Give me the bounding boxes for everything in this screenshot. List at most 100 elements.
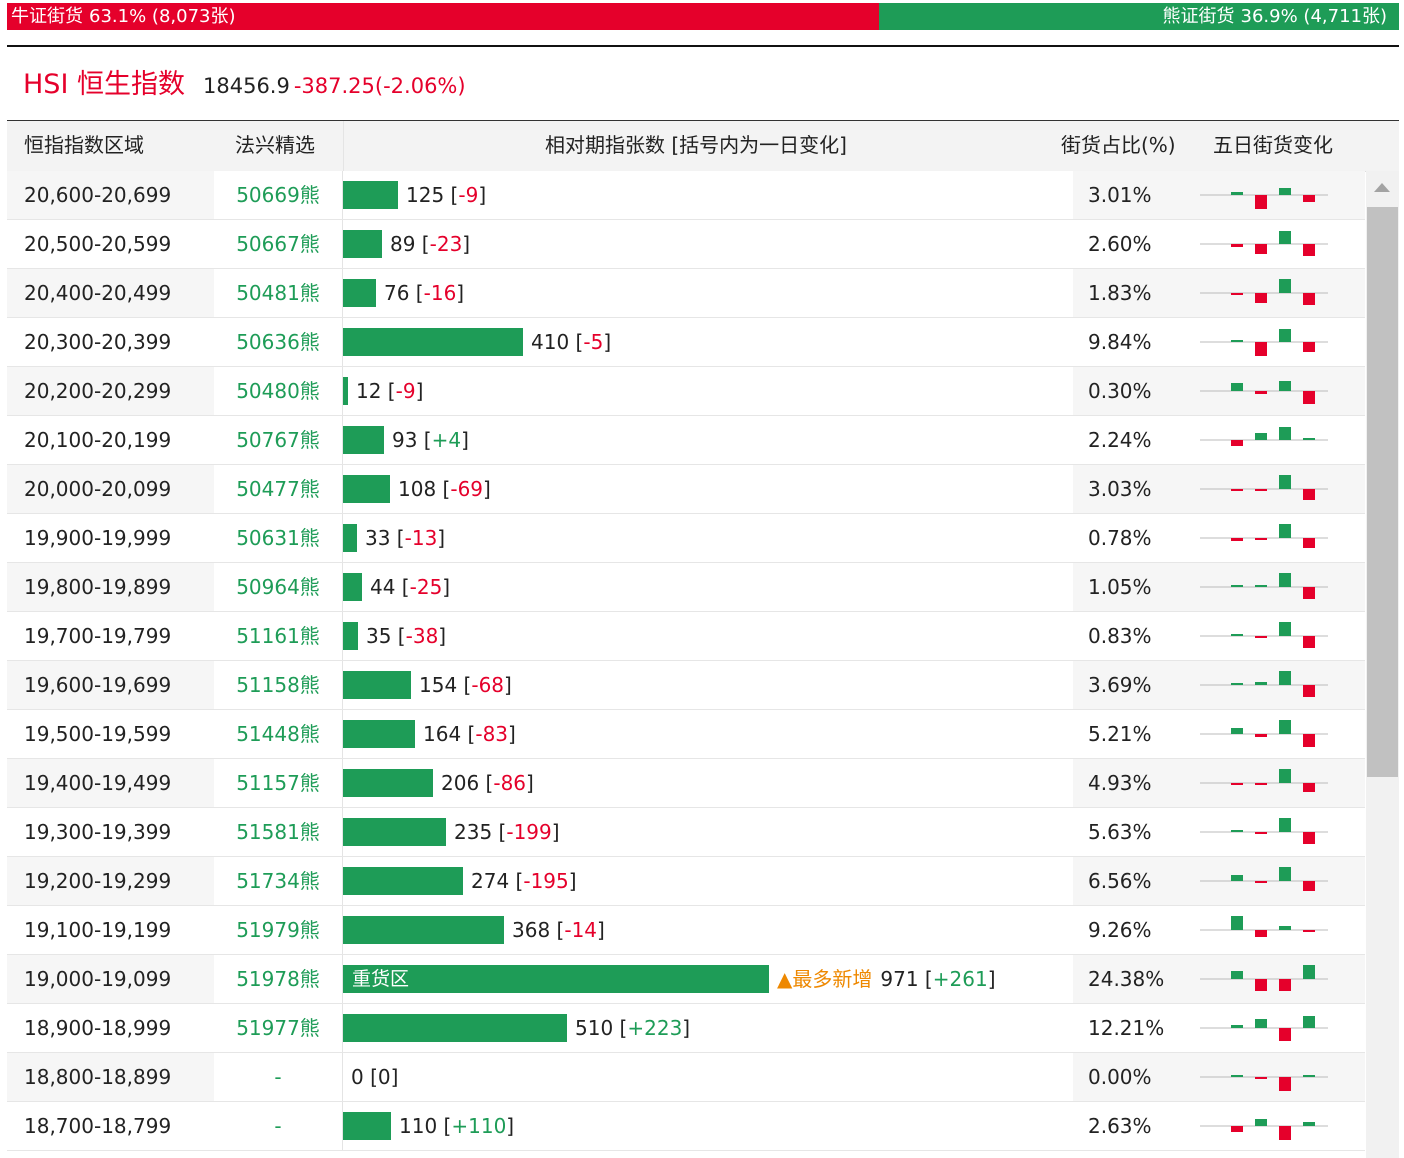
five-day-bar (1231, 1075, 1243, 1077)
share-cell: 1.83% (1088, 281, 1152, 305)
table-row: 18,900-18,999 51977熊 510 [+223] 12.21% (7, 1004, 1365, 1053)
five-day-bar (1255, 1077, 1267, 1079)
share-cell: 4.93% (1088, 771, 1152, 795)
count-value: 235 (454, 820, 493, 844)
pick-link: - (214, 1102, 342, 1150)
pick-link[interactable]: 50480熊 (214, 367, 342, 415)
range-cell: 19,100-19,199 (24, 918, 172, 942)
pick-link[interactable]: 51581熊 (214, 808, 342, 856)
five-day-bar (1303, 1016, 1315, 1028)
five-day-bar (1303, 342, 1315, 352)
pick-link[interactable]: 51734熊 (214, 857, 342, 905)
pick-link[interactable]: 50636熊 (214, 318, 342, 366)
daily-change-value: +261 (932, 967, 988, 991)
five-day-bar (1255, 1119, 1267, 1126)
pick-link[interactable]: 51158熊 (214, 661, 342, 709)
count-value: 35 (366, 624, 392, 648)
pick-link[interactable]: 51448熊 (214, 710, 342, 758)
five-day-bar (1303, 965, 1315, 979)
five-day-bar (1231, 192, 1243, 195)
five-day-chart-svg (1200, 475, 1328, 500)
count-bar-cell: 重货区 ▲最多新增 971 [+261] (342, 955, 1073, 1003)
five-day-chart-svg (1200, 1075, 1328, 1091)
count-bar: 重货区 (343, 965, 769, 993)
five-day-chart (1200, 269, 1328, 317)
pick-link[interactable]: 51978熊 (214, 955, 342, 1003)
count-label: 125 [-9] (406, 183, 487, 207)
bear-label: 熊证街货 (1162, 6, 1235, 27)
table-row: 20,600-20,699 50669熊 125 [-9] 3.01% (7, 171, 1365, 220)
five-day-bar (1303, 881, 1315, 891)
five-day-bar (1255, 832, 1267, 834)
count-label: 368 [-14] (512, 918, 605, 942)
five-day-bar (1255, 391, 1267, 394)
five-day-bar (1279, 329, 1291, 342)
five-day-chart-svg (1200, 965, 1328, 991)
five-day-bar (1279, 671, 1291, 685)
count-value: 510 (575, 1016, 614, 1040)
five-day-bar (1231, 440, 1243, 446)
pick-link: - (214, 1053, 342, 1101)
table-row: 19,400-19,499 51157熊 206 [-86] 4.93% (7, 759, 1365, 808)
scroll-up-arrow-icon[interactable] (1374, 183, 1390, 192)
scroll-thumb[interactable] (1367, 207, 1398, 777)
pick-link[interactable]: 50481熊 (214, 269, 342, 317)
five-day-bar (1231, 538, 1243, 541)
five-day-bar (1303, 587, 1315, 599)
five-day-chart-svg (1200, 279, 1328, 305)
five-day-bar (1279, 188, 1291, 195)
count-bar (343, 573, 362, 601)
bull-percent: 63.1% (89, 6, 147, 27)
bear-percent: 36.9% (1240, 6, 1298, 27)
header-range: 恒指指数区域 (24, 133, 144, 157)
count-bar (343, 230, 382, 258)
five-day-chart (1200, 710, 1328, 758)
daily-change-value: -23 (429, 232, 463, 256)
pick-link[interactable]: 51157熊 (214, 759, 342, 807)
count-value: 93 (392, 428, 418, 452)
count-label: 44 [-25] (370, 575, 451, 599)
five-day-bar (1231, 728, 1243, 734)
count-bar-cell: 0 [0] (342, 1053, 1073, 1101)
scrollbar[interactable] (1366, 171, 1399, 1158)
five-day-bar (1303, 930, 1315, 932)
pick-link[interactable]: 50477熊 (214, 465, 342, 513)
five-day-bar (1279, 1028, 1291, 1041)
index-title[interactable]: HSI 恒生指数 (23, 69, 185, 100)
five-day-chart-svg (1200, 231, 1328, 256)
count-bar (343, 426, 384, 454)
header-chart: 相对期指张数 [括号内为一日变化] (343, 121, 1048, 171)
table-body: 20,600-20,699 50669熊 125 [-9] 3.01% 20,500-2… (7, 171, 1365, 1151)
pick-link[interactable]: 50767熊 (214, 416, 342, 464)
five-day-chart-svg (1200, 769, 1328, 792)
pick-link[interactable]: 50667熊 (214, 220, 342, 268)
table-row: 20,400-20,499 50481熊 76 [-16] 1.83% (7, 269, 1365, 318)
range-cell: 20,100-20,199 (24, 428, 172, 452)
range-cell: 20,300-20,399 (24, 330, 172, 354)
range-cell: 19,500-19,599 (24, 722, 172, 746)
pick-link[interactable]: 50631熊 (214, 514, 342, 562)
five-day-bar (1231, 340, 1243, 342)
count-bar-cell: 274 [-195] (342, 857, 1073, 905)
count-bar (343, 328, 523, 356)
five-day-bar (1231, 634, 1243, 636)
five-day-bar (1231, 1025, 1243, 1028)
share-cell: 2.60% (1088, 232, 1152, 256)
pick-link[interactable]: 51161熊 (214, 612, 342, 660)
pick-link[interactable]: 50669熊 (214, 171, 342, 219)
five-day-bar (1279, 818, 1291, 832)
table-row: 18,800-18,899 -0 [0] 0.00% (7, 1053, 1365, 1102)
share-cell: 2.24% (1088, 428, 1152, 452)
pick-link[interactable]: 50964熊 (214, 563, 342, 611)
pick-link[interactable]: 51979熊 (214, 906, 342, 954)
header-five-day: 五日街货变化 (1213, 133, 1333, 157)
pick-link[interactable]: 51977熊 (214, 1004, 342, 1052)
count-label: 164 [-83] (423, 722, 516, 746)
five-day-chart-svg (1200, 622, 1328, 648)
header-divider (7, 45, 1399, 47)
five-day-bar (1303, 1122, 1315, 1126)
five-day-chart (1200, 759, 1328, 807)
five-day-bar (1303, 783, 1315, 792)
daily-change-value: +223 (627, 1016, 683, 1040)
five-day-bar (1279, 231, 1291, 244)
